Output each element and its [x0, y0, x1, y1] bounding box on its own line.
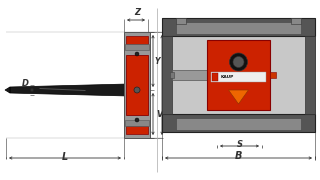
Bar [270, 72, 276, 78]
Polygon shape [5, 87, 10, 93]
Circle shape [233, 57, 244, 68]
Bar [172, 36, 305, 114]
Bar [212, 73, 218, 81]
Text: D: D [22, 79, 29, 88]
Text: L: L [62, 152, 68, 161]
Bar [124, 32, 150, 138]
Bar [176, 22, 301, 34]
Bar [162, 18, 315, 132]
Polygon shape [10, 84, 128, 96]
Bar [207, 40, 270, 110]
Bar [176, 18, 186, 24]
Circle shape [134, 87, 140, 93]
Bar [126, 36, 148, 44]
Bar [162, 114, 315, 132]
Bar [170, 72, 174, 78]
Bar [162, 36, 172, 114]
Bar [291, 18, 301, 24]
Bar [172, 70, 207, 80]
Bar [162, 18, 315, 36]
Bar [211, 72, 266, 82]
Bar [126, 55, 148, 115]
Bar [176, 118, 301, 130]
Circle shape [229, 53, 247, 71]
Circle shape [135, 118, 139, 122]
Bar [305, 36, 315, 114]
Text: ISO: ISO [164, 78, 170, 92]
Bar [126, 126, 148, 134]
Text: Z: Z [134, 8, 140, 17]
Text: KAUP: KAUP [221, 75, 234, 79]
Text: B: B [235, 151, 242, 161]
Text: V: V [156, 109, 163, 118]
Text: Y: Y [155, 57, 160, 66]
Bar [125, 120, 149, 126]
Polygon shape [228, 90, 249, 104]
Circle shape [135, 52, 139, 56]
Bar [125, 44, 149, 50]
Text: S: S [236, 140, 243, 149]
